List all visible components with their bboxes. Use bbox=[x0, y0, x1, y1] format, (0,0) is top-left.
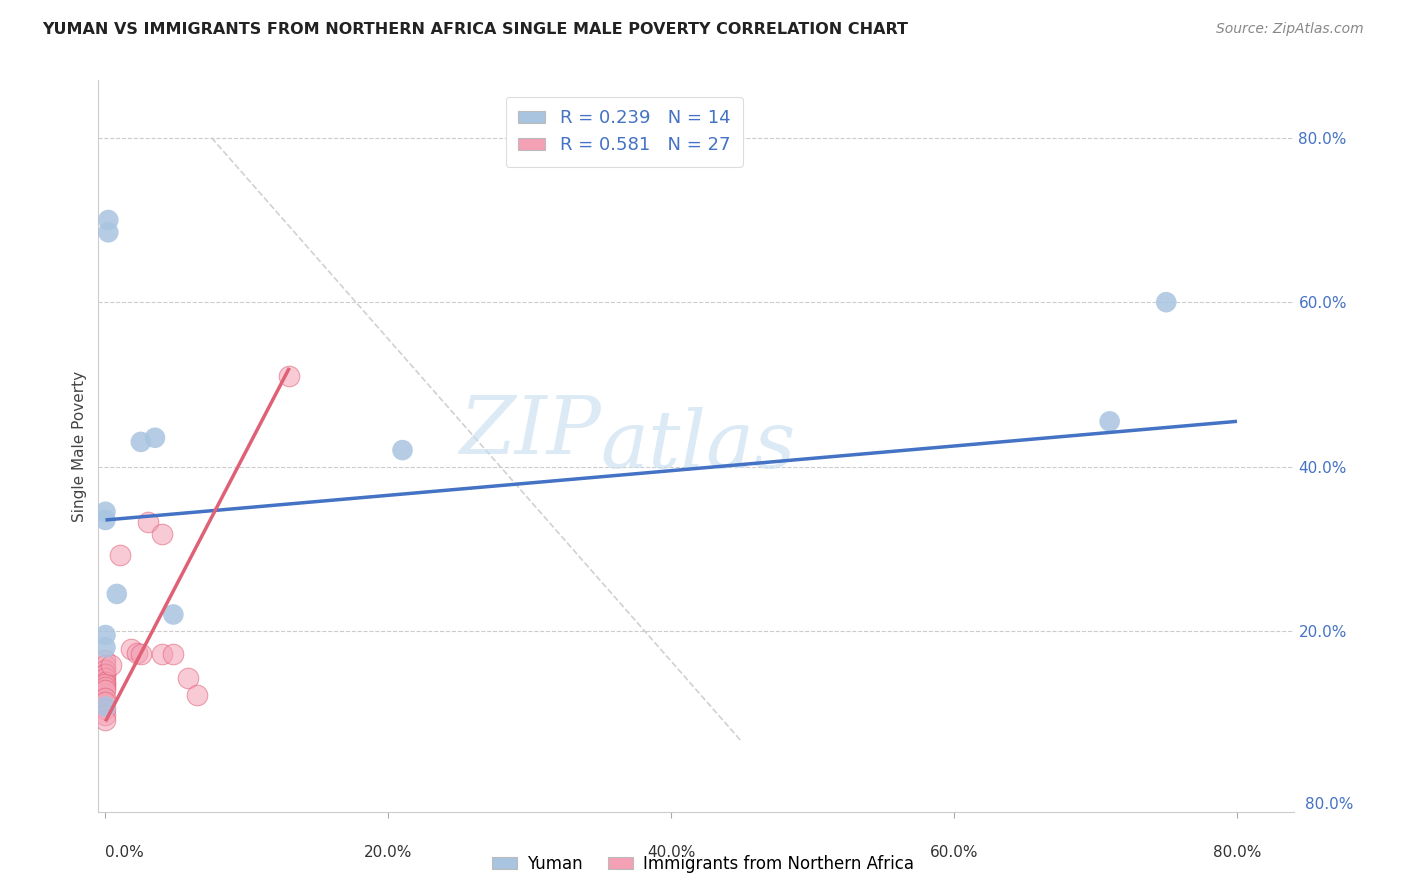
Text: atlas: atlas bbox=[600, 408, 796, 484]
Point bbox=[129, 434, 152, 449]
Text: ZIP: ZIP bbox=[458, 392, 600, 470]
Text: 80.0%: 80.0% bbox=[1213, 845, 1261, 860]
Point bbox=[94, 699, 117, 714]
Point bbox=[94, 677, 117, 691]
Text: 0.0%: 0.0% bbox=[105, 845, 145, 860]
Point bbox=[186, 688, 208, 702]
Point bbox=[94, 707, 117, 722]
Point bbox=[94, 663, 117, 677]
Point bbox=[94, 683, 117, 698]
Point bbox=[176, 671, 198, 685]
Point bbox=[105, 587, 128, 601]
Point bbox=[97, 225, 120, 239]
Point bbox=[125, 646, 148, 660]
Point bbox=[94, 513, 117, 527]
Point bbox=[278, 369, 301, 384]
Point bbox=[150, 527, 173, 541]
Point bbox=[1154, 295, 1177, 310]
Point bbox=[94, 713, 117, 727]
Point bbox=[162, 647, 184, 661]
Point bbox=[162, 607, 184, 622]
Point bbox=[94, 640, 117, 655]
Point bbox=[94, 674, 117, 689]
Point bbox=[150, 647, 173, 661]
Point bbox=[97, 213, 120, 227]
Point bbox=[94, 702, 117, 716]
Text: 40.0%: 40.0% bbox=[647, 845, 696, 860]
Legend: R = 0.239   N = 14, R = 0.581   N = 27: R = 0.239 N = 14, R = 0.581 N = 27 bbox=[506, 96, 742, 167]
Point bbox=[94, 628, 117, 642]
Text: Source: ZipAtlas.com: Source: ZipAtlas.com bbox=[1216, 22, 1364, 37]
Point bbox=[108, 549, 131, 563]
Point bbox=[94, 695, 117, 709]
Text: 20.0%: 20.0% bbox=[364, 845, 412, 860]
Point bbox=[94, 691, 117, 706]
Text: 60.0%: 60.0% bbox=[929, 845, 979, 860]
Text: 80.0%: 80.0% bbox=[1305, 797, 1354, 812]
Point bbox=[94, 505, 117, 519]
Point bbox=[120, 642, 142, 657]
Point bbox=[94, 666, 117, 681]
Point bbox=[129, 647, 152, 661]
Point bbox=[143, 431, 166, 445]
Point bbox=[391, 443, 413, 458]
Point bbox=[100, 658, 122, 673]
Point bbox=[94, 653, 117, 667]
Point bbox=[94, 680, 117, 694]
Y-axis label: Single Male Poverty: Single Male Poverty bbox=[72, 370, 87, 522]
Point bbox=[136, 516, 159, 530]
Point bbox=[94, 658, 117, 673]
Text: YUMAN VS IMMIGRANTS FROM NORTHERN AFRICA SINGLE MALE POVERTY CORRELATION CHART: YUMAN VS IMMIGRANTS FROM NORTHERN AFRICA… bbox=[42, 22, 908, 37]
Point bbox=[94, 666, 117, 681]
Point bbox=[94, 671, 117, 685]
Legend: Yuman, Immigrants from Northern Africa: Yuman, Immigrants from Northern Africa bbox=[485, 848, 921, 880]
Point bbox=[1098, 414, 1121, 428]
